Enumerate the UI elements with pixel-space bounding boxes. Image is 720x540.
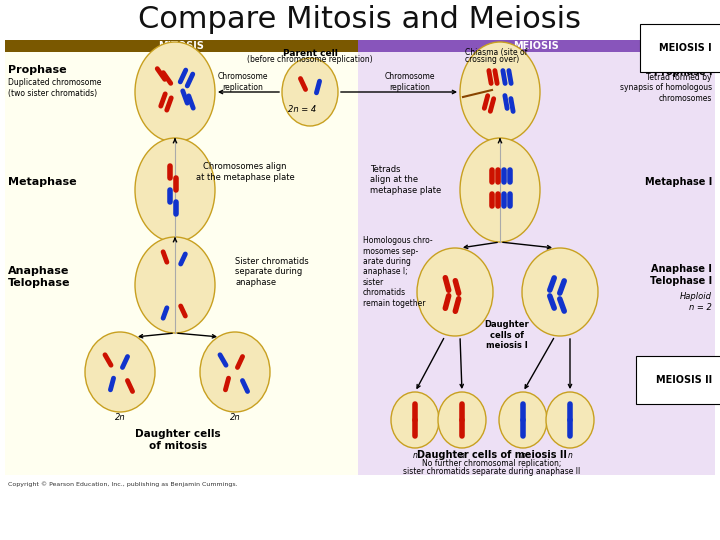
Text: Chromosome
replication: Chromosome replication: [217, 72, 269, 92]
Text: Chiasma (site of: Chiasma (site of: [465, 49, 527, 57]
Ellipse shape: [135, 42, 215, 142]
Bar: [5, 40, 358, 52]
Text: crossing over): crossing over): [465, 56, 519, 64]
Ellipse shape: [135, 237, 215, 333]
Text: Tetrads
align at the
metaphase plate: Tetrads align at the metaphase plate: [370, 165, 441, 195]
Ellipse shape: [522, 248, 598, 336]
Bar: [5, 40, 358, 475]
Text: Prophase I: Prophase I: [654, 67, 712, 77]
Ellipse shape: [499, 392, 547, 448]
Text: MEIOSIS II: MEIOSIS II: [656, 375, 712, 385]
Text: Parent cell: Parent cell: [282, 49, 338, 57]
Text: Sister chromatids
separate during
anaphase: Sister chromatids separate during anapha…: [235, 257, 309, 287]
Text: Metaphase: Metaphase: [8, 177, 76, 187]
Bar: [358, 40, 715, 52]
Ellipse shape: [391, 392, 439, 448]
Text: Prophase: Prophase: [8, 65, 67, 75]
Text: Anaphase
Telophase: Anaphase Telophase: [8, 266, 71, 288]
Text: Daughter
cells of
meiosis I: Daughter cells of meiosis I: [485, 320, 529, 350]
Ellipse shape: [417, 248, 493, 336]
Ellipse shape: [460, 42, 540, 142]
Text: Tetrad formed by
synapsis of homologous
chromosomes: Tetrad formed by synapsis of homologous …: [620, 73, 712, 103]
Ellipse shape: [438, 392, 486, 448]
Text: Compare Mitosis and Meiosis: Compare Mitosis and Meiosis: [138, 5, 582, 35]
Text: n: n: [413, 450, 418, 460]
Ellipse shape: [460, 138, 540, 242]
Text: Anaphase I
Telophase I: Anaphase I Telophase I: [650, 264, 712, 286]
Ellipse shape: [135, 138, 215, 242]
Text: Chromosomes align
at the metaphase plate: Chromosomes align at the metaphase plate: [196, 163, 294, 181]
Text: 2n: 2n: [230, 414, 240, 422]
Text: Daughter cells of meiosis II: Daughter cells of meiosis II: [417, 450, 567, 460]
Text: Duplicated chromosome
(two sister chromatids): Duplicated chromosome (two sister chroma…: [8, 78, 102, 98]
Text: 2n = 4: 2n = 4: [288, 105, 316, 114]
Text: MITOSIS: MITOSIS: [158, 41, 204, 51]
Text: (before chromosome replication): (before chromosome replication): [247, 56, 373, 64]
Text: n: n: [567, 450, 572, 460]
Text: n: n: [459, 450, 464, 460]
Text: Haploid
n = 2: Haploid n = 2: [680, 292, 712, 312]
Text: MEIOSIS I: MEIOSIS I: [660, 43, 712, 53]
Ellipse shape: [200, 332, 270, 412]
Text: Copyright © Pearson Education, Inc., publishing as Benjamin Cummings.: Copyright © Pearson Education, Inc., pub…: [8, 481, 238, 487]
Text: Daughter cells
of mitosis: Daughter cells of mitosis: [135, 429, 221, 451]
Text: 2n: 2n: [114, 414, 125, 422]
Text: Homologous chro-
mosomes sep-
arate during
anaphase I;
sister
chromatids
remain : Homologous chro- mosomes sep- arate duri…: [363, 237, 433, 308]
Text: Chromosome
replication: Chromosome replication: [384, 72, 436, 92]
Ellipse shape: [282, 58, 338, 126]
Text: Metaphase I: Metaphase I: [644, 177, 712, 187]
Bar: [358, 40, 715, 475]
Text: n: n: [521, 450, 526, 460]
Ellipse shape: [85, 332, 155, 412]
Ellipse shape: [546, 392, 594, 448]
Text: sister chromatids separate during anaphase II: sister chromatids separate during anapha…: [403, 467, 580, 476]
Text: MEIOSIS: MEIOSIS: [513, 41, 559, 51]
Text: No further chromosomal replication;: No further chromosomal replication;: [423, 460, 562, 469]
